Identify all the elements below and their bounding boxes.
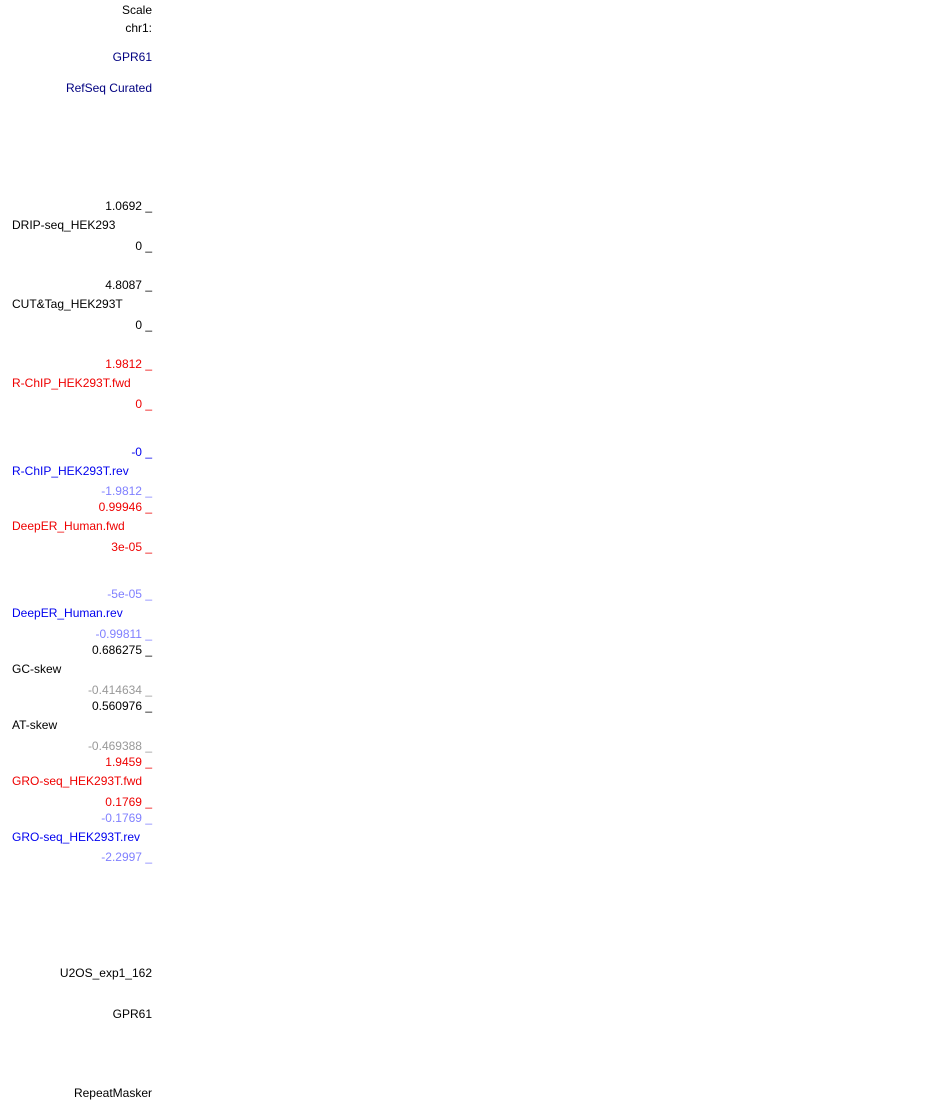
track-name-gro-seq-hek293t-fwd[interactable]: GRO-seq_HEK293T.fwd bbox=[12, 774, 143, 788]
track-r-chip-hek293t-fwd-min-value: 0 _ bbox=[135, 397, 152, 411]
track-r-chip-hek293t-fwd-max-value: 1.9812 _ bbox=[105, 357, 152, 371]
track-at-skew-max-value: 0.560976 _ bbox=[91, 699, 152, 713]
track-label-refseq-curated[interactable]: RefSeq Curated bbox=[65, 81, 152, 95]
track-name-cut-tag-hek293t[interactable]: CUT&Tag_HEK293T bbox=[12, 297, 123, 311]
track-name-drip-seq-hek293[interactable]: DRIP-seq_HEK293 bbox=[12, 218, 116, 232]
track-name-deeper-human-rev[interactable]: DeepER_Human.rev bbox=[12, 606, 123, 620]
track-gro-seq-hek293t-fwd-min-value: 0.1769 _ bbox=[105, 795, 152, 809]
track-label-repeatmasker[interactable]: RepeatMasker bbox=[73, 1086, 152, 1100]
track-name-at-skew[interactable]: AT-skew bbox=[12, 718, 58, 732]
track-deeper-human-rev-min-value: -0.99811 _ bbox=[95, 627, 153, 641]
track-gro-seq-hek293t-rev-min-value: -2.2997 _ bbox=[101, 850, 152, 864]
gene-label-gpr61[interactable]: GPR61 bbox=[112, 50, 152, 64]
track-drip-seq-hek293-min-value: 0 _ bbox=[135, 239, 152, 253]
track-gro-seq-hek293t-fwd-max-value: 1.9459 _ bbox=[105, 755, 152, 769]
track-label-u2os-exp1-162[interactable]: U2OS_exp1_162 bbox=[59, 966, 152, 980]
track-name-r-chip-hek293t-rev[interactable]: R-ChIP_HEK293T.rev bbox=[12, 464, 129, 478]
track-gc-skew-max-value: 0.686275 _ bbox=[91, 643, 152, 657]
track-deeper-human-fwd-min-value: 3e-05 _ bbox=[111, 540, 152, 554]
track-deeper-human-rev-max-value: -5e-05 _ bbox=[107, 587, 152, 601]
track-gc-skew-min-value: -0.414634 _ bbox=[87, 683, 152, 697]
gene-label-gpr61-bottom[interactable]: GPR61 bbox=[112, 1007, 152, 1021]
track-deeper-human-fwd-max-value: 0.99946 _ bbox=[98, 500, 152, 514]
track-name-deeper-human-fwd[interactable]: DeepER_Human.fwd bbox=[12, 519, 125, 533]
scale-label: Scale bbox=[121, 3, 152, 17]
track-gro-seq-hek293t-rev-max-value: -0.1769 _ bbox=[101, 811, 152, 825]
track-name-r-chip-hek293t-fwd[interactable]: R-ChIP_HEK293T.fwd bbox=[12, 376, 131, 390]
track-at-skew-min-value: -0.469388 _ bbox=[87, 739, 152, 753]
track-drip-seq-hek293-max-value: 1.0692 _ bbox=[105, 199, 152, 213]
track-cut-tag-hek293t-min-value: 0 _ bbox=[135, 318, 152, 332]
track-name-gro-seq-hek293t-rev[interactable]: GRO-seq_HEK293T.rev bbox=[12, 830, 141, 844]
track-r-chip-hek293t-rev-min-value: -1.9812 _ bbox=[101, 484, 152, 498]
track-cut-tag-hek293t-max-value: 4.8087 _ bbox=[105, 278, 152, 292]
position-label: chr1: bbox=[125, 21, 152, 35]
track-r-chip-hek293t-rev-max-value: -0 _ bbox=[131, 445, 152, 459]
track-name-gc-skew[interactable]: GC-skew bbox=[12, 662, 62, 676]
